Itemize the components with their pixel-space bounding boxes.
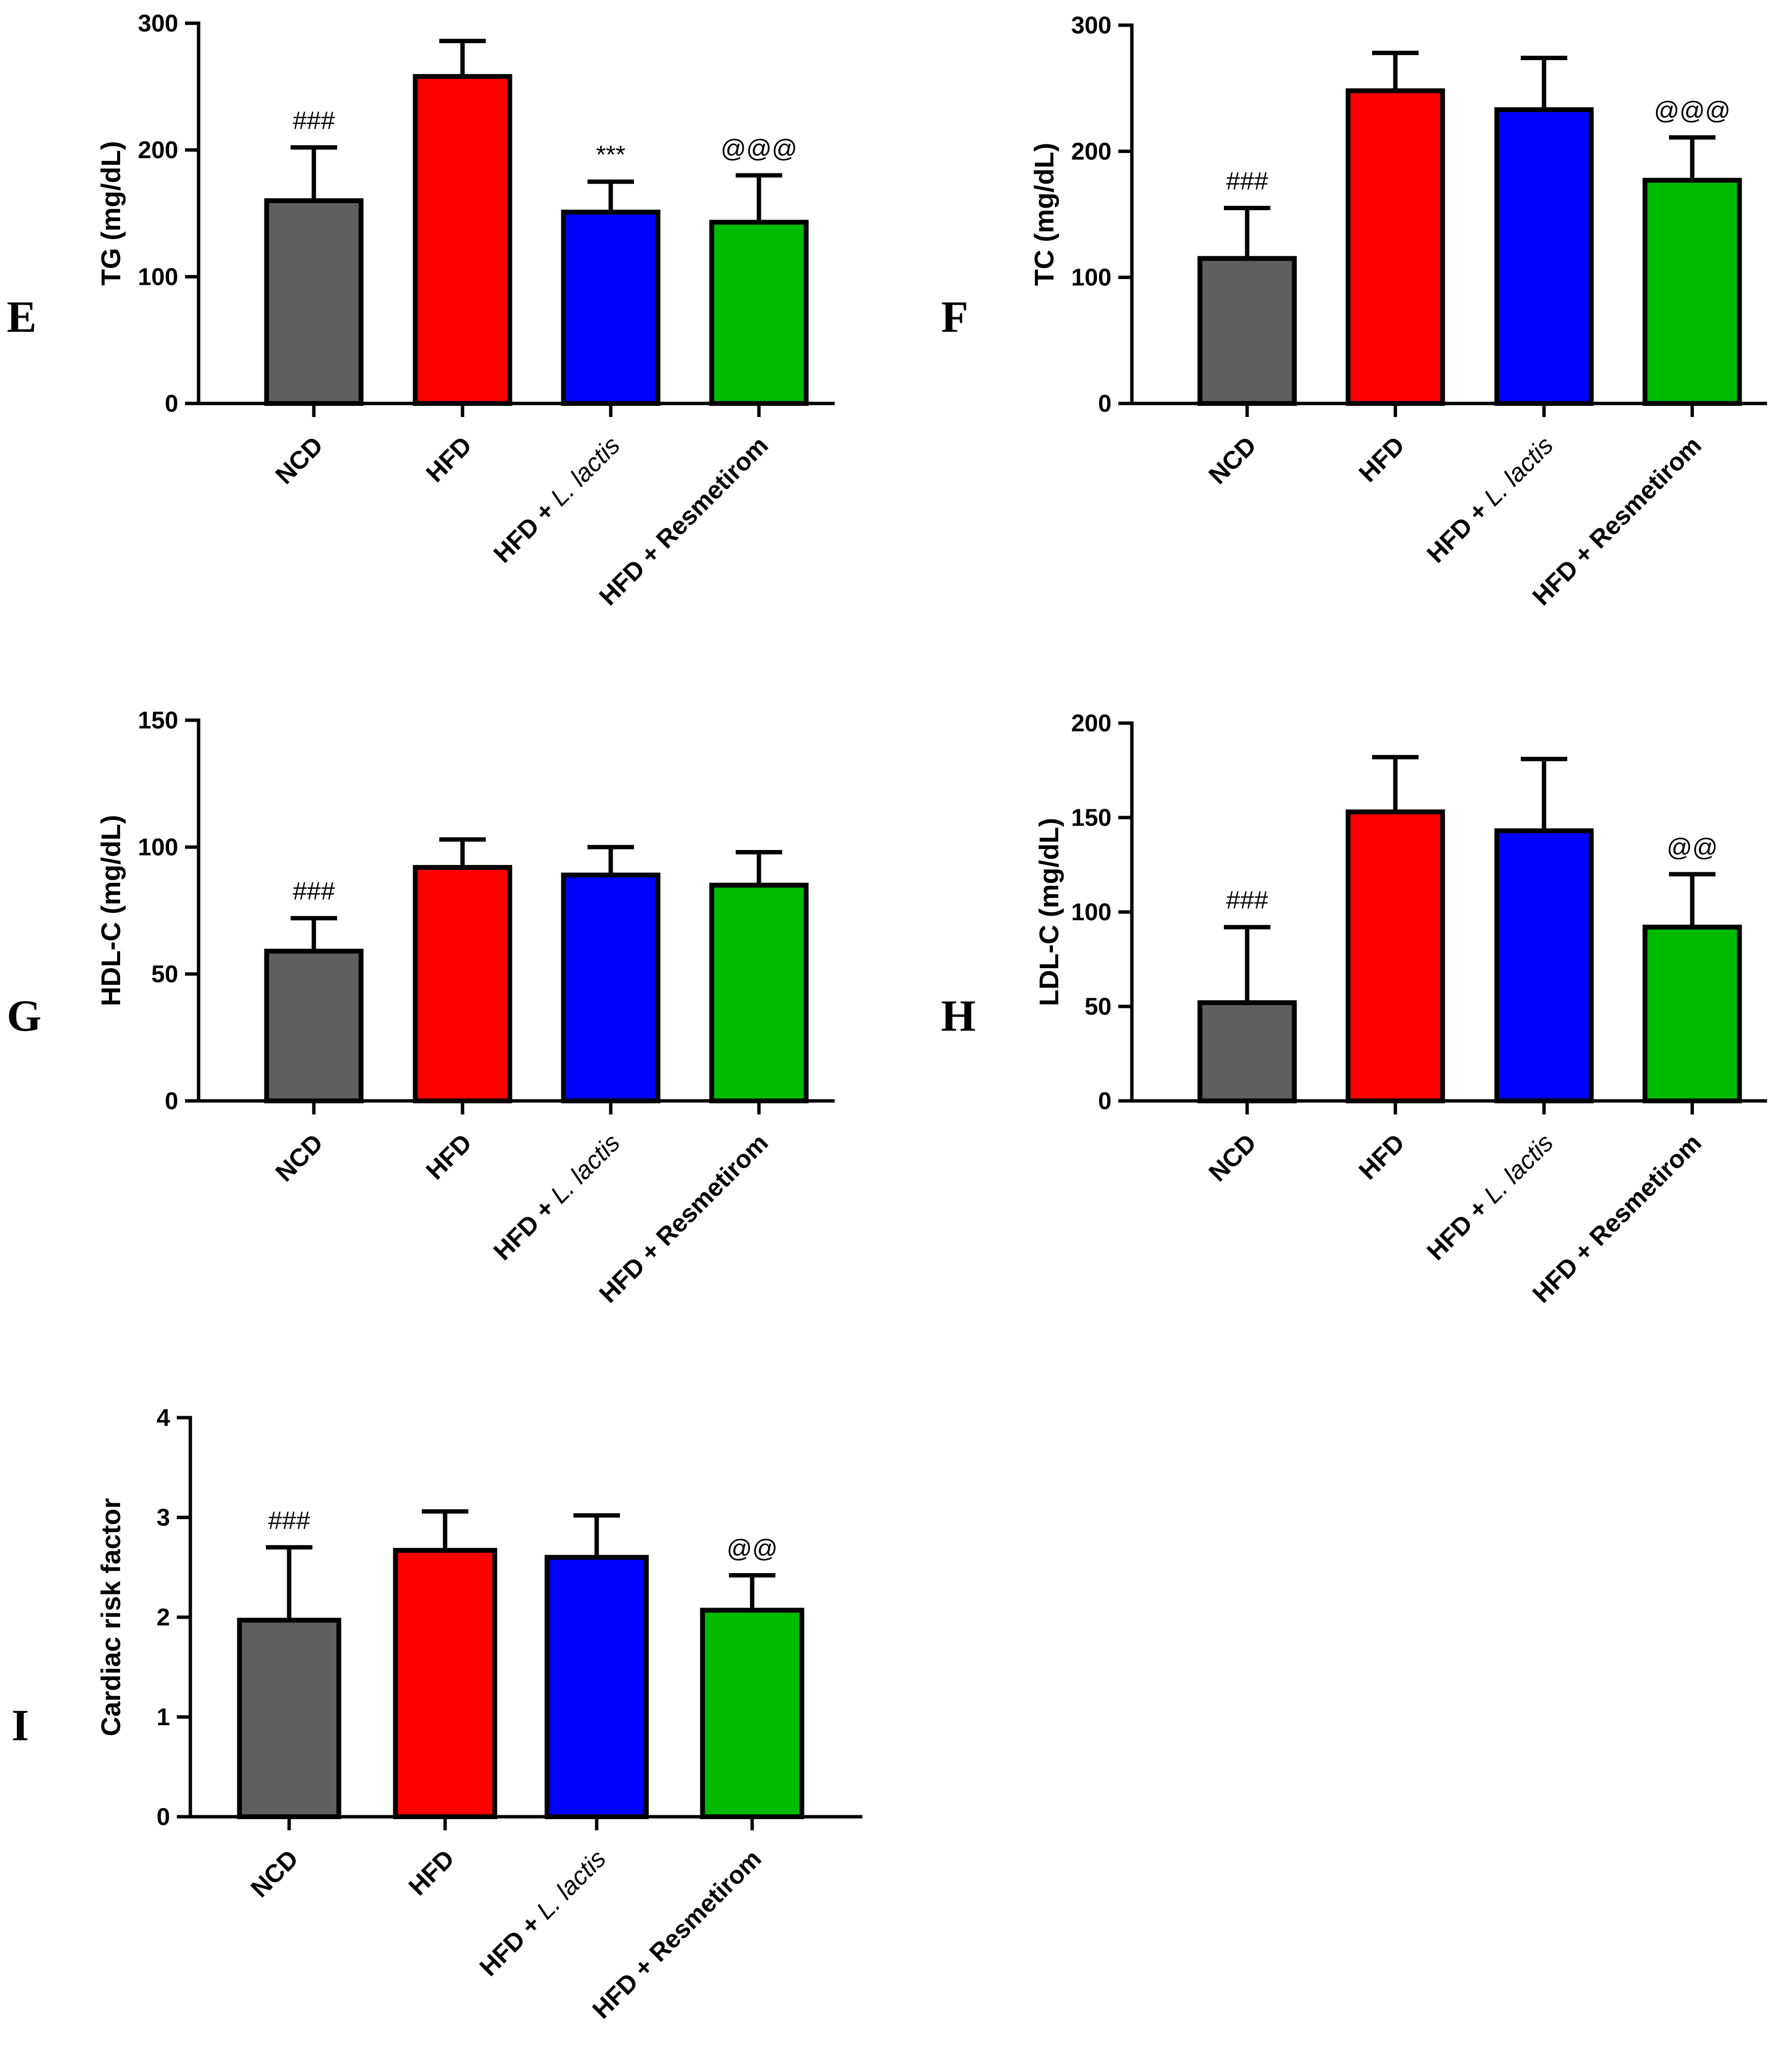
- category-label-hfd: HFD: [1354, 1128, 1410, 1185]
- category-label-hfd: HFD: [403, 1844, 460, 1901]
- category-label-hfd-resmetirom: HFD + Resmetirom: [594, 1128, 773, 1308]
- y-tick-label: 0: [1098, 390, 1112, 417]
- y-tick-label: 200: [138, 137, 178, 164]
- category-label-hfd-resmetirom: HFD + Resmetirom: [1527, 431, 1707, 611]
- y-tick-label: 3: [156, 1504, 170, 1531]
- y-tick-label: 4: [156, 1404, 170, 1431]
- significance-marker: ###: [293, 107, 335, 135]
- bar-ncd: [237, 1618, 341, 1819]
- bar-ncd: [1197, 256, 1297, 406]
- y-axis-title: Cardiac risk factor: [95, 1498, 126, 1736]
- y-tick-label: 150: [1071, 804, 1112, 831]
- y-tick-label: 200: [1071, 710, 1112, 737]
- bar-hfd-resmetirom: [1642, 178, 1742, 406]
- y-tick-label: 0: [1098, 1087, 1112, 1114]
- chart-panel-e: E TG (mg/dL) ### NCD HFD *** HFD + L. lactis @@…: [7, 10, 835, 611]
- bar-hfd-resmetirom: [709, 882, 809, 1103]
- significance-marker: ###: [1226, 167, 1268, 195]
- panel-letter: F: [941, 292, 968, 341]
- y-axis-title: HDL-C (mg/dL): [95, 815, 126, 1006]
- y-tick-label: 0: [156, 1803, 170, 1830]
- bar-hfd-l-lactis: [561, 872, 661, 1103]
- bar-hfd-l-lactis: [544, 1555, 649, 1819]
- category-label-hfd: HFD: [1354, 431, 1410, 488]
- y-tick-label: 0: [165, 390, 178, 417]
- category-label-hfd: HFD: [421, 431, 478, 488]
- category-label-hfd: HFD: [421, 1128, 478, 1185]
- category-label-hfd-resmetirom: HFD + Resmetirom: [587, 1844, 767, 2024]
- bar-hfd: [1345, 809, 1445, 1104]
- y-tick-label: 0: [165, 1087, 178, 1114]
- category-label-hfd-resmetirom: HFD + Resmetirom: [1527, 1128, 1707, 1308]
- bar-hfd-resmetirom: [700, 1608, 804, 1820]
- y-tick-label: 2: [156, 1604, 170, 1631]
- bar-ncd: [264, 948, 364, 1103]
- category-label-hfd-l-lactis: HFD + L. lactis: [488, 1128, 625, 1266]
- bar-hfd: [413, 74, 512, 406]
- y-tick-label: 100: [1071, 898, 1112, 926]
- y-tick-label: 100: [1071, 264, 1112, 291]
- bar-hfd-resmetirom: [709, 219, 809, 406]
- significance-marker: @@@: [721, 135, 797, 163]
- y-tick-label: 150: [138, 707, 178, 734]
- category-label-hfd-l-lactis: HFD + L. lactis: [488, 431, 625, 568]
- y-axis-title: LDL-C (mg/dL): [1034, 818, 1064, 1006]
- bar-hfd: [413, 865, 512, 1104]
- significance-marker: @@: [726, 1534, 778, 1562]
- category-label-hfd-l-lactis: HFD + L. lactis: [474, 1844, 611, 1981]
- significance-marker: ###: [293, 878, 335, 906]
- bar-hfd-l-lactis: [1494, 828, 1594, 1104]
- category-label-ncd: NCD: [1204, 431, 1262, 490]
- panel-letter: G: [7, 991, 42, 1040]
- y-tick-label: 200: [1071, 138, 1112, 165]
- significance-marker: ###: [268, 1507, 310, 1535]
- bar-hfd-l-lactis: [561, 209, 661, 406]
- y-axis-title: TC (mg/dL): [1029, 143, 1059, 286]
- panel-letter: E: [7, 292, 36, 341]
- significance-marker: ***: [596, 141, 626, 169]
- y-tick-label: 300: [138, 10, 178, 37]
- category-label-ncd: NCD: [270, 431, 329, 490]
- bar-hfd-l-lactis: [1494, 107, 1594, 406]
- bar-hfd-resmetirom: [1642, 925, 1742, 1103]
- y-tick-label: 1: [156, 1703, 170, 1731]
- category-label-hfd-l-lactis: HFD + L. lactis: [1421, 431, 1559, 568]
- significance-marker: @@: [1667, 834, 1718, 862]
- bar-ncd: [264, 198, 364, 406]
- panel-letter: I: [12, 1700, 29, 1750]
- category-label-ncd: NCD: [270, 1128, 329, 1187]
- y-tick-label: 300: [1071, 12, 1112, 39]
- y-tick-label: 50: [1084, 993, 1112, 1020]
- significance-marker: ###: [1226, 886, 1268, 914]
- bar-hfd: [393, 1547, 497, 1819]
- category-label-hfd-resmetirom: HFD + Resmetirom: [594, 431, 773, 611]
- category-label-ncd: NCD: [246, 1844, 304, 1903]
- bar-hfd: [1345, 88, 1445, 406]
- panel-letter: H: [941, 991, 976, 1040]
- y-axis-title: TG (mg/dL): [95, 141, 126, 286]
- bar-ncd: [1197, 1000, 1297, 1103]
- category-label-hfd-l-lactis: HFD + L. lactis: [1421, 1128, 1559, 1266]
- y-tick-label: 50: [151, 960, 178, 988]
- y-tick-label: 100: [138, 263, 178, 290]
- y-tick-label: 100: [138, 834, 178, 861]
- significance-marker: @@@: [1654, 97, 1730, 125]
- category-label-ncd: NCD: [1204, 1128, 1262, 1187]
